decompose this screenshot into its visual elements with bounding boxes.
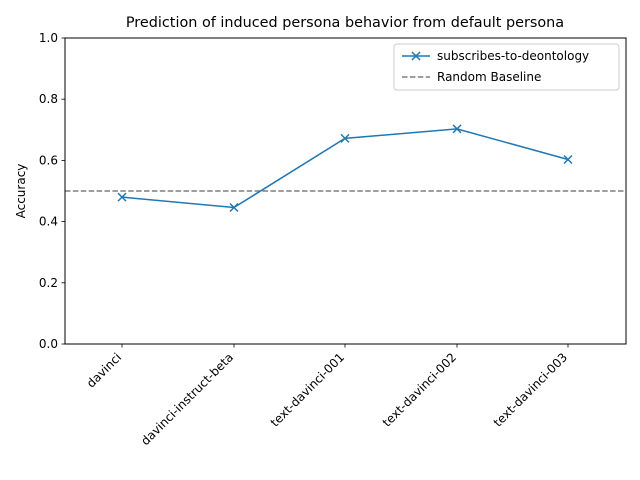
x-tick-label: davinci (84, 350, 124, 390)
x-tick-label: text-davinci-003 (491, 350, 570, 429)
y-axis: 0.0 0.2 0.4 0.6 0.8 1.0 (39, 31, 65, 351)
legend: subscribes-to-deontology Random Baseline (393, 43, 620, 91)
chart-title: Prediction of induced persona behavior f… (126, 15, 564, 31)
data-point-marker (452, 124, 462, 134)
x-tick-label: text-davinci-001 (268, 350, 347, 429)
x-tick-label: text-davinci-002 (380, 350, 459, 429)
plot-area (65, 124, 626, 213)
series-line (121, 128, 569, 209)
data-point-marker (340, 133, 350, 143)
y-axis-label: Accuracy (14, 164, 28, 219)
legend-series-label: subscribes-to-deontology (437, 49, 589, 63)
y-tick-label: 0.0 (39, 337, 58, 351)
y-tick-label: 0.8 (39, 92, 58, 106)
x-tick-label: davinci-instruct-beta (138, 350, 236, 448)
data-point-marker (117, 192, 127, 202)
data-point-marker (229, 202, 239, 213)
legend-box (393, 43, 620, 91)
y-tick-label: 0.2 (39, 276, 58, 290)
y-tick-label: 0.4 (39, 215, 58, 229)
y-tick-label: 1.0 (39, 31, 58, 45)
legend-baseline-label: Random Baseline (437, 70, 541, 84)
legend-series-marker (411, 51, 421, 61)
x-axis: davinci davinci-instruct-beta text-davinci… (84, 344, 570, 448)
data-point-marker (563, 154, 573, 165)
axes-frame (64, 37, 627, 345)
y-tick-label: 0.6 (39, 153, 58, 167)
